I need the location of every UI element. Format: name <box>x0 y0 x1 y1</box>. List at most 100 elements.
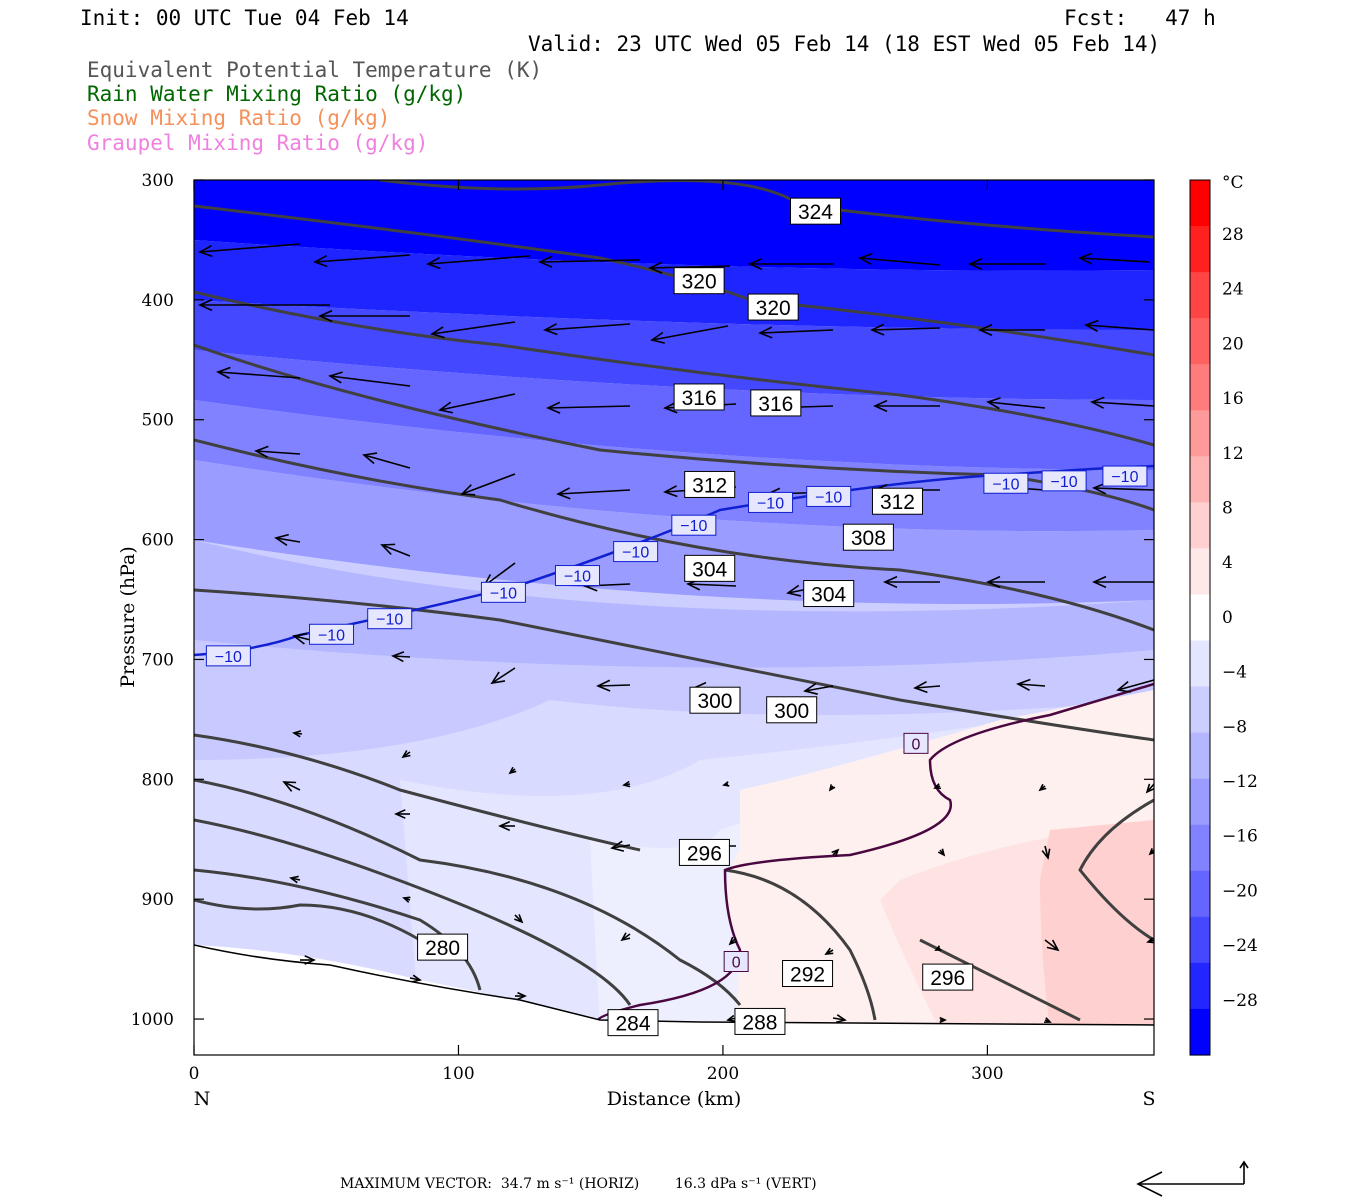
isotherm-label: −10 <box>622 545 649 562</box>
theta-e-label-box <box>782 959 834 987</box>
colorbar-tick-label: 20 <box>1222 334 1244 354</box>
colorbar-tick-label: −12 <box>1222 772 1258 792</box>
wind-vector <box>1041 845 1051 860</box>
isotherm-label: −10 <box>992 476 1019 493</box>
isotherm-label-box <box>723 951 749 973</box>
theta-e-label-box <box>689 686 741 714</box>
colorbar: °C 28 24 20 16 12 8 4 0 −4 −8 −12 −16 −20 −24 −28 <box>1189 173 1258 1056</box>
colorbar-tick-label: −20 <box>1222 881 1258 901</box>
theta-e-label: 284 <box>615 1013 650 1036</box>
wind-vector <box>438 393 516 414</box>
isotherm-label-box <box>554 565 600 587</box>
y-tick-label: 700 <box>142 650 174 670</box>
isotherm-label-box <box>309 623 355 645</box>
init-time: Init: 00 UTC Tue 04 Feb 14 <box>80 6 409 30</box>
wind-vector <box>318 309 410 323</box>
wind-vector <box>858 252 941 266</box>
wind-vector <box>986 575 1045 589</box>
theta-e-label: 296 <box>687 842 722 865</box>
wind-vector <box>828 784 836 792</box>
theta-e-label-box <box>673 383 725 411</box>
theta-e-label: 320 <box>682 271 717 294</box>
theta-e-label: 324 <box>798 201 833 224</box>
theta-e-label: 280 <box>425 937 460 960</box>
colorbar-tick-label: −8 <box>1222 717 1247 737</box>
wind-vector <box>508 766 517 775</box>
isotherm-label: −10 <box>757 495 784 512</box>
isotherm-label-box <box>806 485 852 507</box>
theta-e-label-box <box>803 580 855 608</box>
wind-vector <box>648 261 731 274</box>
y-tick-label: 800 <box>142 770 174 790</box>
isotherm-label-box <box>205 645 251 667</box>
theta-e-label-box <box>684 554 736 582</box>
wind-vector <box>426 255 531 270</box>
colorbar-swatch <box>1190 226 1210 273</box>
colorbar-swatch <box>1190 916 1210 964</box>
contour-labels: 324 320 320 316 316 312 312 308 304 304 300 300 296 2… <box>205 197 1148 1037</box>
colorbar-tick-label: 12 <box>1222 444 1244 464</box>
wind-vector <box>933 783 941 790</box>
wind-vector <box>1092 482 1154 495</box>
isotherm-label-box <box>1041 470 1087 492</box>
wind-vector <box>198 298 330 312</box>
theta-e-label: 292 <box>790 963 825 986</box>
x-tick-label: 100 <box>442 1064 474 1084</box>
theta-e-label: 312 <box>880 491 915 514</box>
colorbar-swatch <box>1190 410 1210 457</box>
x-left-label: N <box>194 1088 211 1110</box>
colorbar-swatch <box>1190 272 1210 319</box>
wind-vector <box>300 955 316 965</box>
wind-vector <box>883 575 940 589</box>
wind-vector <box>362 452 411 469</box>
colorbar-tick-label: 0 <box>1222 608 1233 628</box>
isotherm-label-box <box>367 608 413 630</box>
wind-vector <box>832 1014 847 1024</box>
wind-vector <box>722 781 730 787</box>
colorbar-swatch <box>1190 1008 1210 1056</box>
colorbar-tick-label: −28 <box>1222 991 1258 1011</box>
isotherm-label: −10 <box>815 489 842 506</box>
wind-vector <box>596 679 631 692</box>
y-tick-label: 900 <box>142 890 174 910</box>
x-axis-title: Distance (km) <box>607 1088 742 1110</box>
theta-e-label-box <box>766 696 818 724</box>
wind-vector <box>1038 783 1047 792</box>
theta-e-label: 316 <box>758 393 793 416</box>
y-tick-label: 600 <box>142 531 174 551</box>
isotherm-label: 0 <box>732 955 741 972</box>
wind-vector <box>1084 319 1154 332</box>
wind-vector <box>758 326 834 339</box>
wind-vector <box>409 974 422 983</box>
wind-vector <box>913 680 941 694</box>
plot-frame <box>193 179 1155 1056</box>
isotherm-label-box <box>480 581 526 603</box>
isotherm-label: −10 <box>1051 474 1078 491</box>
colorbar-swatch <box>1190 456 1210 503</box>
wind-vector <box>328 371 411 387</box>
theta-e-label: 308 <box>851 527 886 550</box>
wind-vector <box>1116 679 1154 693</box>
wind-vector <box>610 840 631 852</box>
isotherm-label: −10 <box>564 569 591 586</box>
colorbar-swatch <box>1190 870 1210 918</box>
reference-vector-icon <box>1136 1160 1249 1197</box>
wind-vector <box>380 543 411 557</box>
wind-vector <box>1044 939 1060 952</box>
wind-vector <box>216 366 301 379</box>
colorbar-tick-label: 8 <box>1222 499 1233 519</box>
colorbar-swatch <box>1190 364 1210 411</box>
colorbar-frame <box>1189 179 1211 1056</box>
y-tick-label: 400 <box>142 291 174 311</box>
isotherm-label: −10 <box>318 627 345 644</box>
theta-e-label-box <box>734 1007 786 1035</box>
wind-vector <box>313 254 411 268</box>
x-right-label: S <box>1142 1088 1155 1110</box>
colorbar-tick-label: −4 <box>1222 663 1247 683</box>
colorbar-tick-label: 16 <box>1222 389 1244 409</box>
colorbar-swatch <box>1190 640 1210 688</box>
y-tick-label: 300 <box>142 171 174 191</box>
wind-vector <box>514 914 524 924</box>
colorbar-swatch <box>1190 778 1210 826</box>
wind-vector <box>289 875 301 884</box>
